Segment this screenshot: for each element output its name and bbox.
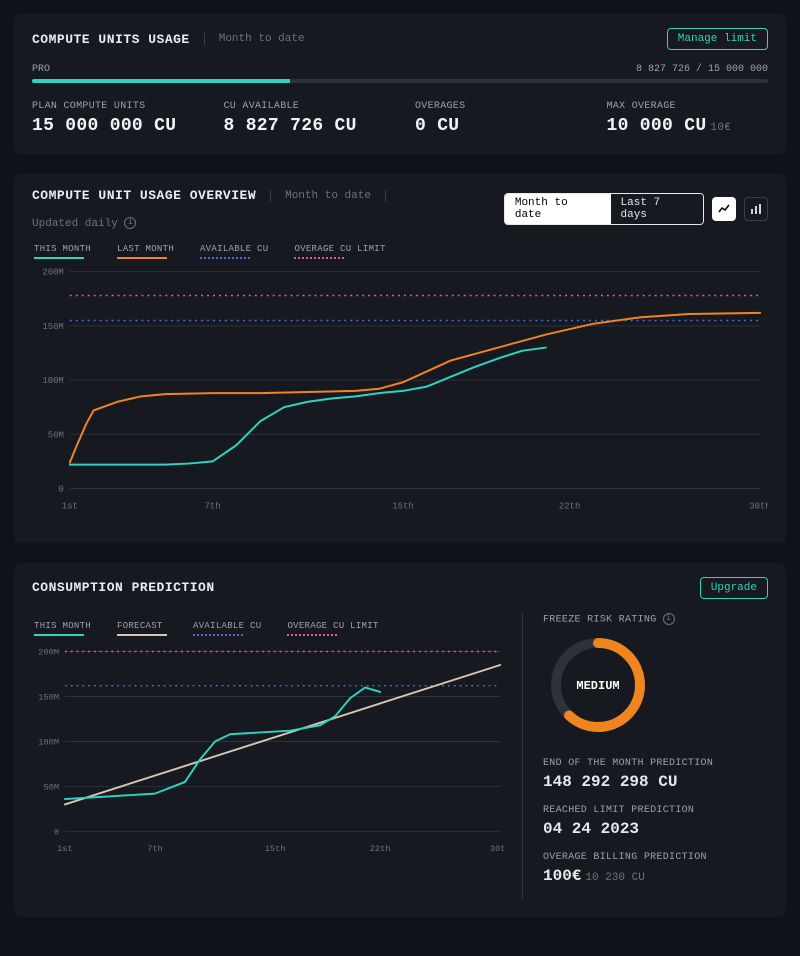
usage-progress-bar (32, 79, 768, 83)
time-range-segmented[interactable]: Month to date Last 7 days (504, 193, 704, 225)
svg-text:15th: 15th (392, 501, 413, 511)
bill-label: OVERAGE BILLING PREDICTION (543, 852, 768, 863)
risk-donut: MEDIUM (543, 630, 653, 740)
metric-plan-value: 15 000 000 CU (32, 116, 194, 136)
svg-text:150M: 150M (42, 322, 63, 332)
svg-text:7th: 7th (147, 844, 163, 854)
risk-label: FREEZE RISK RATING i (543, 613, 768, 626)
svg-text:100M: 100M (42, 376, 63, 386)
bill-value: 100€10 230 CU (543, 867, 768, 885)
limit-value: 04 24 2023 (543, 820, 768, 838)
metric-available-label: CU AVAILABLE (224, 101, 386, 112)
legend-last-month: LAST MONTH (117, 244, 174, 259)
legend-pred-this: THIS MONTH (34, 621, 91, 636)
metric-available-value: 8 827 726 CU (224, 116, 386, 136)
legend-available: AVAILABLE CU (200, 244, 268, 259)
prediction-chart: 0 50M 100M 150M 200M 1st 7th 15th 22th 30th (32, 642, 506, 868)
svg-text:50M: 50M (43, 782, 59, 792)
seg-week[interactable]: Last 7 days (611, 194, 704, 224)
info-icon[interactable]: i (663, 613, 675, 625)
svg-text:7th: 7th (205, 501, 221, 511)
metric-available: CU AVAILABLE 8 827 726 CU (224, 101, 386, 136)
metric-max-value: 10 000 CU10€ (607, 116, 769, 136)
limit-label: REACHED LIMIT PREDICTION (543, 805, 768, 816)
prediction-header: CONSUMPTION PREDICTION Upgrade (32, 577, 768, 599)
svg-text:0: 0 (54, 827, 59, 837)
legend-pred-overage: OVERAGE CU LIMIT (287, 621, 378, 636)
svg-text:1st: 1st (62, 501, 78, 511)
metric-max-label: MAX OVERAGE (607, 101, 769, 112)
chart-view-line-button[interactable] (712, 197, 736, 221)
legend-pred-available: AVAILABLE CU (193, 621, 261, 636)
svg-text:150M: 150M (38, 692, 59, 702)
usage-subtitle: Month to date (219, 33, 305, 45)
metric-max-overage: MAX OVERAGE 10 000 CU10€ (607, 101, 769, 136)
svg-text:15th: 15th (265, 844, 286, 854)
overview-chart: 0 50M 100M 150M 200M 1st 7th 15th 22th 30th (32, 265, 768, 525)
svg-text:1st: 1st (57, 844, 73, 854)
prediction-title: CONSUMPTION PREDICTION (32, 580, 215, 595)
svg-text:30th: 30th (749, 501, 768, 511)
upgrade-button[interactable]: Upgrade (700, 577, 768, 599)
legend-this-month: THIS MONTH (34, 244, 91, 259)
prediction-legend: THIS MONTH FORECAST AVAILABLE CU OVERAGE… (34, 621, 506, 636)
svg-text:200M: 200M (38, 647, 59, 657)
usage-tier: PRO (32, 64, 50, 75)
metric-overages-value: 0 CU (415, 116, 577, 136)
seg-month[interactable]: Month to date (505, 194, 611, 224)
usage-progress-text: 8 827 726 / 15 000 000 (636, 64, 768, 75)
prediction-chart-svg: 0 50M 100M 150M 200M 1st 7th 15th 22th 30th (32, 642, 506, 868)
svg-text:0: 0 (58, 484, 63, 494)
overview-title: COMPUTE UNIT USAGE OVERVIEW (32, 188, 256, 203)
legend-pred-forecast: FORECAST (117, 621, 167, 636)
usage-title: COMPUTE UNITS USAGE (32, 32, 190, 47)
svg-text:22th: 22th (370, 844, 391, 854)
prediction-left: THIS MONTH FORECAST AVAILABLE CU OVERAGE… (32, 613, 522, 899)
metric-overages-label: OVERAGES (415, 101, 577, 112)
overview-panel: COMPUTE UNIT USAGE OVERVIEW Month to dat… (14, 174, 786, 543)
svg-text:50M: 50M (48, 430, 64, 440)
overview-chart-svg: 0 50M 100M 150M 200M 1st 7th 15th 22th 30th (32, 265, 768, 525)
eom-value: 148 292 298 CU (543, 773, 768, 791)
legend-overage-limit: OVERAGE CU LIMIT (294, 244, 385, 259)
manage-limit-button[interactable]: Manage limit (667, 28, 768, 50)
usage-metrics: PLAN COMPUTE UNITS 15 000 000 CU CU AVAI… (32, 101, 768, 136)
usage-progress-fill (32, 79, 290, 83)
usage-progress-header: PRO 8 827 726 / 15 000 000 (32, 64, 768, 75)
overview-sub1: Month to date (285, 190, 371, 202)
eom-label: END OF THE MONTH PREDICTION (543, 758, 768, 769)
overview-header: COMPUTE UNIT USAGE OVERVIEW Month to dat… (32, 188, 768, 230)
svg-text:MEDIUM: MEDIUM (576, 679, 619, 693)
overview-legend: THIS MONTH LAST MONTH AVAILABLE CU OVERA… (34, 244, 768, 259)
chart-view-bar-button[interactable] (744, 197, 768, 221)
info-icon[interactable]: i (124, 217, 136, 229)
usage-panel: COMPUTE UNITS USAGE Month to date Manage… (14, 14, 786, 154)
prediction-right: FREEZE RISK RATING i MEDIUM END OF THE M… (522, 613, 768, 899)
metric-overages: OVERAGES 0 CU (415, 101, 577, 136)
svg-text:100M: 100M (38, 737, 59, 747)
metric-plan: PLAN COMPUTE UNITS 15 000 000 CU (32, 101, 194, 136)
metric-plan-label: PLAN COMPUTE UNITS (32, 101, 194, 112)
prediction-panel: CONSUMPTION PREDICTION Upgrade THIS MONT… (14, 563, 786, 917)
overview-sub2: Updated daily i (32, 217, 136, 230)
svg-text:200M: 200M (42, 268, 63, 278)
usage-header: COMPUTE UNITS USAGE Month to date Manage… (32, 28, 768, 50)
svg-text:30th: 30th (490, 844, 506, 854)
svg-text:22th: 22th (559, 501, 580, 511)
